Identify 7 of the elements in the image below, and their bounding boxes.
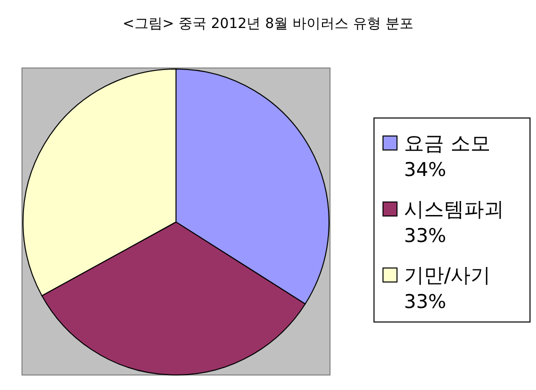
data-label: 33% xyxy=(404,291,446,313)
data-label: 34% xyxy=(404,159,446,181)
legend-label: 요금 소모 xyxy=(404,131,490,155)
legend-label: 기만/사기 xyxy=(404,263,491,287)
chart-title: <그림> 중국 2012년 8월 바이러스 유형 분포 xyxy=(122,16,414,32)
legend-label: 시스템파괴 xyxy=(404,197,504,221)
data-label: 33% xyxy=(404,225,446,247)
